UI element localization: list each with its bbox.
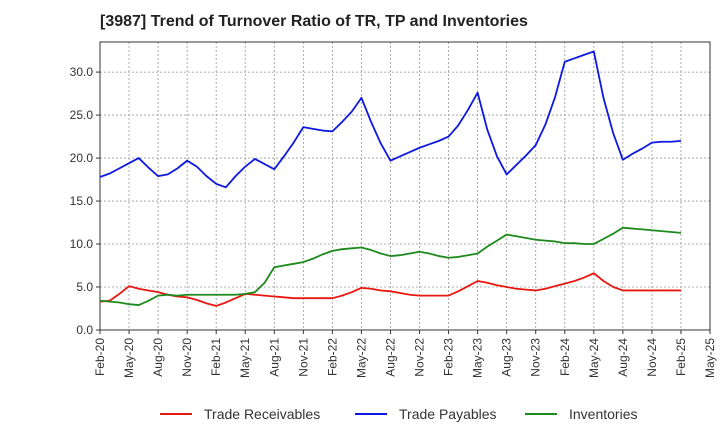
- series-lines: [99, 50, 682, 307]
- x-tick-label: Nov-24: [645, 338, 659, 377]
- legend-item: Trade Payables: [355, 406, 497, 422]
- legend-item: Inventories: [525, 406, 637, 422]
- x-tick-label: May-21: [238, 338, 252, 378]
- y-tick-label: 10.0: [70, 237, 94, 251]
- x-tick-label: May-24: [587, 338, 601, 378]
- x-tick-label: Nov-20: [180, 338, 194, 377]
- y-tick-label: 0.0: [76, 323, 93, 337]
- x-axis: Feb-20 May-20 Aug-20 Nov-20 Feb-21 May-21 Aug-…: [93, 330, 717, 378]
- y-tick-label: 15.0: [70, 194, 94, 208]
- x-tick-label: Aug-24: [616, 338, 630, 377]
- x-tick-label: Feb-20: [93, 338, 107, 376]
- chart-title: [3987] Trend of Turnover Ratio of TR, TP…: [100, 13, 528, 30]
- series-inventories: [99, 226, 682, 306]
- legend: Trade Receivables Trade Payables Inventori…: [160, 406, 637, 422]
- x-tick-label: Nov-23: [529, 338, 543, 377]
- x-tick-label: Aug-23: [500, 338, 514, 377]
- x-tick-label: Aug-20: [151, 338, 165, 377]
- y-tick-label: 5.0: [76, 280, 93, 294]
- x-tick-label: Aug-22: [383, 338, 397, 377]
- grid-lines: [99, 42, 711, 331]
- x-tick-label: Feb-22: [325, 338, 339, 376]
- y-axis: 0.0 5.0 10.0 15.0 20.0 25.0 30.0: [70, 65, 100, 337]
- x-tick-label: May-25: [703, 338, 717, 378]
- x-tick-label: May-23: [471, 338, 485, 378]
- x-tick-label: May-20: [122, 338, 136, 378]
- y-tick-label: 20.0: [70, 151, 94, 165]
- series-trade-payables: [99, 50, 682, 189]
- legend-label: Inventories: [569, 406, 637, 422]
- x-tick-label: Aug-21: [267, 338, 281, 377]
- x-tick-label: Feb-24: [558, 338, 572, 376]
- legend-item: Trade Receivables: [160, 406, 320, 422]
- x-tick-label: Nov-22: [413, 338, 427, 377]
- x-tick-label: Feb-25: [674, 338, 688, 376]
- plot-area-frame: [99, 41, 711, 331]
- x-tick-label: Feb-21: [209, 338, 223, 376]
- y-tick-label: 25.0: [70, 108, 94, 122]
- x-tick-label: May-22: [354, 338, 368, 378]
- legend-label: Trade Receivables: [204, 406, 320, 422]
- legend-label: Trade Payables: [399, 406, 497, 422]
- x-tick-label: Feb-23: [442, 338, 456, 376]
- x-tick-label: Nov-21: [296, 338, 310, 377]
- y-tick-label: 30.0: [70, 65, 94, 79]
